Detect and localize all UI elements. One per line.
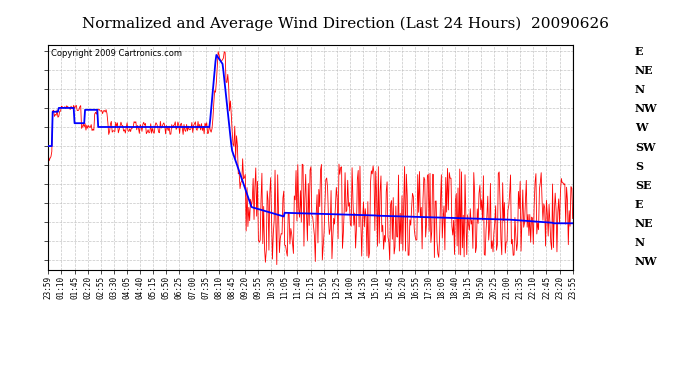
Text: Copyright 2009 Cartronics.com: Copyright 2009 Cartronics.com: [51, 50, 182, 58]
Text: Normalized and Average Wind Direction (Last 24 Hours)  20090626: Normalized and Average Wind Direction (L…: [81, 17, 609, 31]
